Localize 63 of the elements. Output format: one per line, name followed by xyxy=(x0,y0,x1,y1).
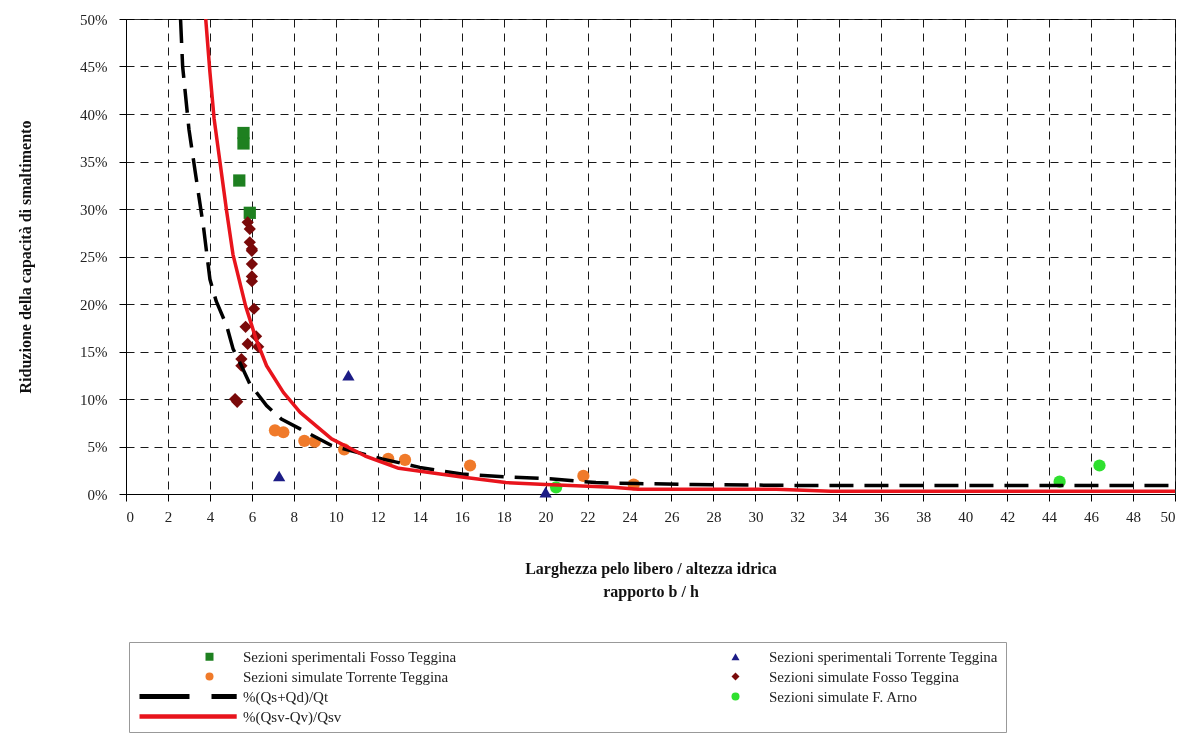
legend-label: %(Qsv-Qv)/Qsv xyxy=(243,708,342,726)
legend-label: Sezioni simulate Fosso Teggina xyxy=(769,668,960,685)
x-tick-label: 36 xyxy=(874,508,890,525)
point xyxy=(245,257,258,271)
x-tick-label: 14 xyxy=(412,508,429,525)
x-tick-label: 2 xyxy=(164,508,173,525)
x-tick-label: 16 xyxy=(454,508,471,525)
point xyxy=(247,302,261,315)
x-tick-label: 10 xyxy=(328,508,344,525)
x-tick-label: 12 xyxy=(370,508,386,525)
x-tick-label: 34 xyxy=(832,508,848,525)
y-tick-label: 5% xyxy=(87,439,108,455)
point xyxy=(463,459,477,472)
y-tick-label: 40% xyxy=(80,106,108,123)
legend-label: Sezioni simulate F. Arno xyxy=(769,688,917,705)
y-tick-label: 10% xyxy=(80,391,108,408)
point xyxy=(239,320,252,333)
x-tick-label: 0 xyxy=(126,508,134,525)
x-tick-label: 46 xyxy=(1084,508,1100,525)
x-tick-label: 6 xyxy=(248,508,257,525)
x-tick-label: 32 xyxy=(790,508,806,525)
point xyxy=(398,453,412,466)
x-tick-label: 44 xyxy=(1042,508,1058,525)
point xyxy=(577,469,590,483)
x-tick-label: 38 xyxy=(916,508,932,525)
x-tick-label: 26 xyxy=(664,508,680,525)
point xyxy=(241,337,254,351)
point xyxy=(273,470,286,482)
y-axis-title: Riduzione della capacità di smaltimento xyxy=(17,120,35,394)
y-tick-label: 50% xyxy=(80,11,108,28)
point xyxy=(298,434,311,447)
point xyxy=(342,369,355,381)
point xyxy=(233,174,246,187)
legend-label: Sezioni sperimentali Torrente Teggina xyxy=(769,648,998,665)
point xyxy=(243,222,256,236)
y-tick-label: 15% xyxy=(80,344,108,360)
y-tick-label: 35% xyxy=(80,154,108,170)
x-tick-label: 42 xyxy=(1000,508,1016,525)
x-tick-label: 4 xyxy=(206,508,215,525)
x-tick-label: 48 xyxy=(1126,508,1142,525)
y-tick-label: 20% xyxy=(80,296,108,313)
x-tick-label: 30 xyxy=(748,508,764,525)
x-tick-label: 22 xyxy=(580,508,596,525)
y-tick-label: 30% xyxy=(80,201,108,218)
x-tick-label: 18 xyxy=(496,508,512,525)
legend-label: Sezioni simulate Torrente Teggina xyxy=(243,668,449,685)
point xyxy=(243,206,256,219)
x-tick-label: 24 xyxy=(622,508,639,525)
x-axis-title: Larghezza pelo libero / altezza idrica rapporto b / h xyxy=(525,559,777,601)
x-tick-label: 28 xyxy=(706,508,722,525)
x-tick-label: 40 xyxy=(958,508,974,525)
y-tick-label: 25% xyxy=(80,249,108,265)
y-tick-label: 0% xyxy=(87,486,108,503)
point xyxy=(277,426,290,439)
y-tick-label: 45% xyxy=(80,59,108,75)
legend-label: %(Qs+Qd)/Qt xyxy=(243,688,329,706)
point xyxy=(237,137,250,150)
x-tick-label: 8 xyxy=(290,508,299,525)
legend-label: Sezioni sperimentali Fosso Teggina xyxy=(243,648,457,665)
x-tick-label: 20 xyxy=(538,508,554,525)
point xyxy=(539,486,552,498)
point xyxy=(1093,459,1106,472)
x-tick-label: 50 xyxy=(1160,508,1176,525)
